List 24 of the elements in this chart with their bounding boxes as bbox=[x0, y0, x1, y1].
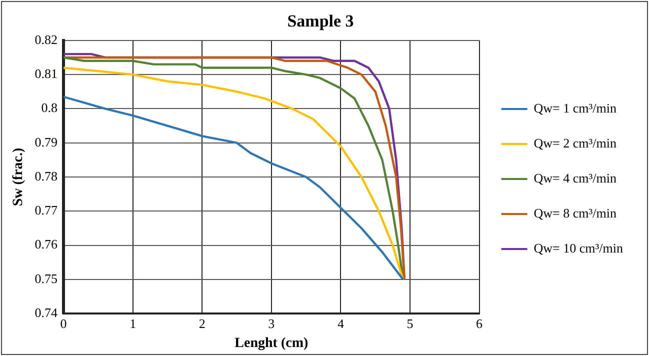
x-tick-label: 3 bbox=[268, 316, 275, 331]
x-tick-label: 0 bbox=[60, 316, 67, 331]
x-tick-label: 1 bbox=[130, 316, 136, 331]
x-axis-title: Lenght (cm) bbox=[234, 336, 308, 352]
legend-label: Qw= 4 cm³/min bbox=[534, 170, 617, 186]
y-tick-label: 0.79 bbox=[34, 134, 58, 150]
legend-label: Qw= 1 cm³/min bbox=[534, 100, 617, 116]
y-tick-label: 0.74 bbox=[34, 305, 58, 320]
x-tick-label: 4 bbox=[337, 316, 344, 331]
legend-label: Qw= 2 cm³/min bbox=[534, 135, 617, 150]
legend-label: Qw= 8 cm³/min bbox=[534, 205, 617, 220]
y-tick-label: 0.75 bbox=[34, 270, 58, 286]
y-tick-label: 0.77 bbox=[34, 202, 58, 218]
y-tick-label: 0.76 bbox=[34, 236, 58, 252]
x-tick-label: 5 bbox=[406, 316, 414, 331]
y-axis-title: Sw (frac.) bbox=[11, 148, 26, 206]
legend-label: Qw= 10 cm³/min bbox=[534, 240, 624, 256]
chart-title: Sample 3 bbox=[287, 12, 354, 31]
x-tick-label: 2 bbox=[198, 316, 206, 331]
y-tick-label: 0.82 bbox=[34, 32, 58, 47]
y-tick-label: 0.78 bbox=[34, 168, 58, 184]
y-tick-label: 0.81 bbox=[34, 66, 58, 81]
x-tick-label: 6 bbox=[476, 316, 484, 331]
y-tick-label: 0.8 bbox=[41, 100, 58, 116]
